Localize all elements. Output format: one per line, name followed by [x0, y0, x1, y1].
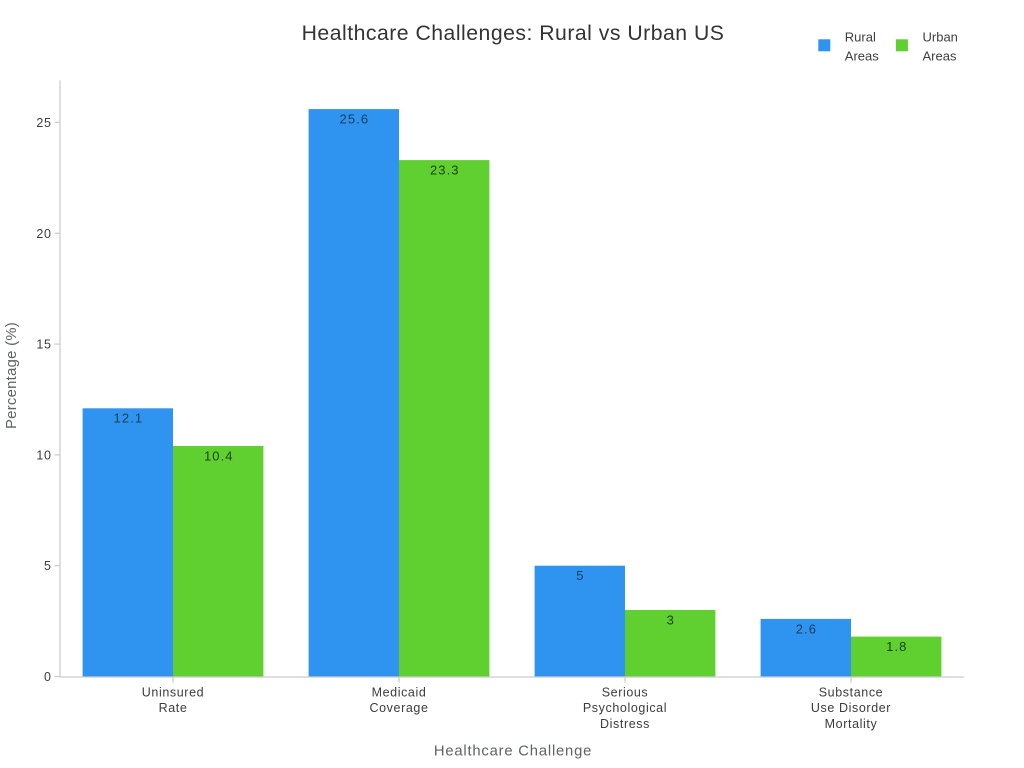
- svg-text:Areas: Areas: [923, 48, 957, 63]
- svg-text:Areas: Areas: [845, 48, 879, 63]
- svg-text:Rural: Rural: [845, 29, 876, 44]
- svg-text:Healthcare Challenge: Healthcare Challenge: [434, 744, 592, 760]
- svg-text:3: 3: [667, 612, 675, 627]
- svg-text:Percentage (%): Percentage (%): [4, 322, 20, 429]
- svg-text:12.1: 12.1: [114, 411, 144, 426]
- svg-text:10.4: 10.4: [204, 448, 234, 463]
- svg-text:Serious: Serious: [602, 686, 649, 700]
- svg-text:Healthcare Challenges: Rural v: Healthcare Challenges: Rural vs Urban US: [302, 22, 725, 45]
- svg-text:20: 20: [36, 227, 51, 241]
- svg-text:Urban: Urban: [923, 29, 958, 44]
- svg-text:25: 25: [36, 116, 51, 130]
- svg-text:Use Disorder: Use Disorder: [811, 701, 891, 715]
- svg-text:Coverage: Coverage: [370, 701, 429, 715]
- svg-text:0: 0: [44, 670, 52, 684]
- svg-text:23.3: 23.3: [430, 163, 460, 178]
- svg-text:5: 5: [576, 568, 584, 583]
- svg-text:1.8: 1.8: [886, 639, 907, 654]
- svg-text:5: 5: [44, 559, 52, 573]
- svg-text:Psychological: Psychological: [583, 701, 667, 715]
- svg-text:Rate: Rate: [159, 701, 188, 715]
- svg-text:Uninsured: Uninsured: [142, 686, 204, 700]
- svg-text:10: 10: [36, 448, 51, 462]
- svg-text:Mortality: Mortality: [825, 717, 878, 731]
- svg-text:2.6: 2.6: [796, 621, 817, 636]
- svg-text:15: 15: [36, 338, 51, 352]
- svg-text:Distress: Distress: [600, 717, 650, 731]
- svg-text:25.6: 25.6: [340, 112, 370, 127]
- svg-text:Medicaid: Medicaid: [372, 686, 427, 700]
- svg-text:Substance: Substance: [819, 686, 883, 700]
